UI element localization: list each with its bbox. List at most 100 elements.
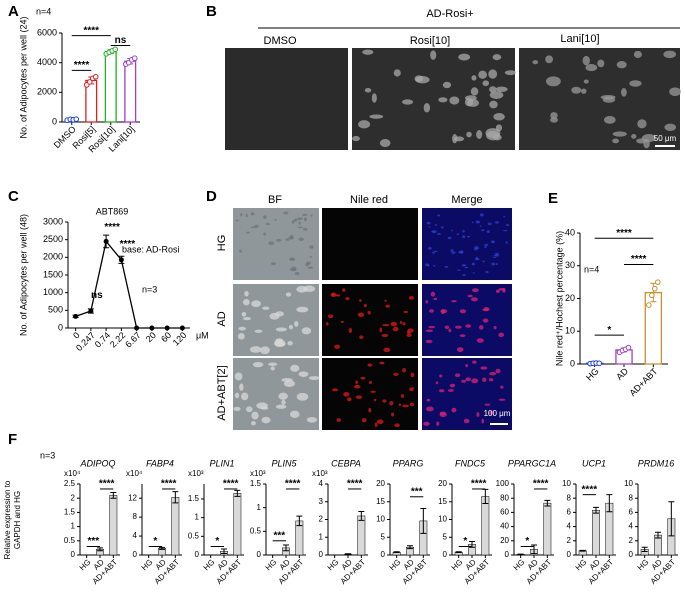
cell — [263, 232, 267, 236]
cell — [355, 395, 363, 399]
cell — [456, 347, 464, 353]
cell — [494, 252, 499, 255]
cell — [478, 325, 484, 330]
cell — [379, 361, 385, 365]
error-bar — [345, 553, 351, 555]
marker — [73, 313, 79, 319]
cell — [476, 247, 480, 249]
cell — [305, 262, 309, 267]
cell — [251, 411, 259, 420]
marker — [164, 325, 170, 331]
cell — [471, 288, 479, 293]
y-tick-label: 100 — [496, 479, 510, 488]
cell — [429, 309, 434, 313]
y-tick-label: 1 — [71, 522, 76, 531]
error-bar — [420, 507, 427, 534]
cell — [498, 332, 505, 338]
cell — [379, 139, 391, 148]
cell — [440, 226, 444, 229]
cell — [428, 226, 431, 228]
x-tick-label: HG — [326, 558, 341, 573]
significance: **** — [631, 254, 647, 265]
cell — [476, 412, 480, 417]
data-point — [652, 285, 658, 292]
significance: **** — [285, 479, 301, 490]
cell — [294, 272, 300, 276]
x-tick-label: HG — [574, 558, 589, 573]
marker — [179, 325, 185, 331]
significance: **** — [582, 484, 598, 495]
cell — [452, 133, 458, 144]
error-bar — [641, 546, 648, 552]
cell — [505, 241, 508, 244]
y-tick-label: 4 — [319, 479, 324, 488]
cell — [302, 213, 308, 217]
data-point — [655, 279, 661, 285]
gene-title: FABP4 — [146, 458, 174, 468]
y-tick-label: 8 — [629, 493, 634, 502]
y-tick-label: 0 — [505, 550, 510, 559]
cell — [471, 221, 474, 224]
cell — [234, 392, 240, 399]
cell — [296, 217, 303, 221]
y-tick-label: 0 — [52, 116, 57, 126]
cell — [274, 339, 286, 347]
cell — [379, 327, 383, 333]
cell — [583, 79, 589, 84]
cell — [425, 329, 434, 333]
cell — [336, 418, 341, 422]
cell — [331, 388, 339, 392]
y-tick-label: 10 — [562, 479, 571, 488]
cell — [249, 346, 262, 353]
cell — [242, 299, 250, 306]
b-header: AD-Rosi+ — [426, 8, 473, 20]
y-tick-label: 2000 — [37, 87, 57, 97]
cell — [483, 307, 490, 312]
cell — [335, 294, 341, 297]
f-ylabel: GAPDH and HG — [13, 491, 22, 549]
y-tick-label: 0 — [257, 550, 262, 559]
cell — [246, 406, 253, 413]
cell — [495, 368, 501, 374]
cell — [290, 269, 297, 272]
y-tick-label: 80 — [500, 493, 509, 502]
micrograph — [322, 358, 418, 430]
d-column: Merge — [451, 194, 482, 206]
b-column: DMSO — [264, 35, 297, 47]
y-tick-label: 20 — [438, 479, 447, 488]
cell — [465, 377, 472, 382]
cell — [437, 214, 441, 217]
cell — [409, 402, 415, 407]
cell — [616, 61, 627, 69]
error-bar — [407, 545, 413, 550]
cell — [488, 410, 495, 415]
cell — [370, 390, 376, 393]
y-tick-label: 2.5 — [64, 479, 76, 488]
cell — [466, 131, 472, 138]
cell — [407, 328, 414, 333]
y-tick-label: 6 — [629, 508, 634, 517]
cell — [447, 389, 454, 392]
cell — [629, 80, 642, 87]
y-tick-label: 1.5 — [64, 508, 76, 517]
d-row: HG — [216, 235, 228, 252]
x-tick-label: HG — [202, 558, 217, 573]
cell — [301, 327, 312, 335]
cell — [532, 60, 539, 65]
panel-letter: F — [8, 431, 17, 448]
x-axis-label: μM — [196, 330, 209, 340]
cell — [254, 329, 263, 333]
cell — [289, 234, 294, 239]
gene-title: FNDC5 — [455, 458, 486, 468]
cell — [296, 392, 309, 401]
cell — [298, 371, 309, 377]
cell — [451, 251, 456, 254]
gene-title: PRDM16 — [638, 458, 675, 468]
y-tick-label: 1 — [257, 503, 262, 512]
gene-title: PLIN1 — [209, 458, 234, 468]
cell — [493, 325, 497, 330]
cell — [297, 226, 304, 229]
cell — [425, 263, 430, 267]
cell — [545, 76, 561, 87]
cell — [494, 221, 499, 224]
